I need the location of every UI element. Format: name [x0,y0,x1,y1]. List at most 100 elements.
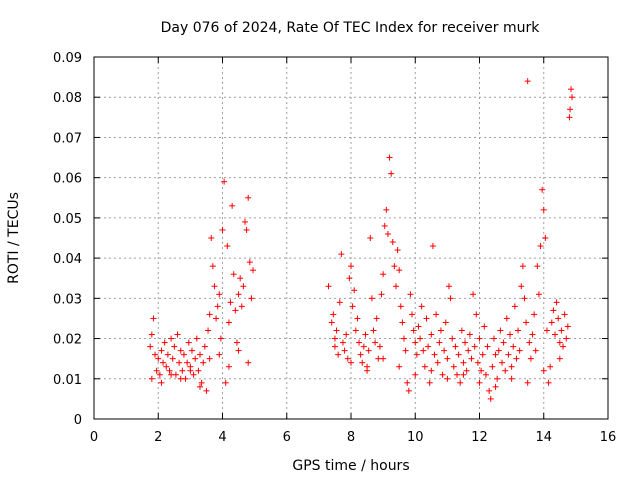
data-point [481,323,488,330]
data-point [168,335,175,342]
data-point [489,363,496,370]
data-point [550,307,557,314]
data-point [558,327,565,334]
data-point [518,283,525,290]
data-point [479,351,486,358]
data-point [505,351,512,358]
data-point [523,319,530,326]
data-point [437,327,444,334]
data-point [219,226,226,233]
data-point [539,186,546,193]
data-point [497,327,504,334]
data-point [470,291,477,298]
data-point [410,327,417,334]
data-point [399,319,406,326]
data-point [396,363,403,370]
data-point [548,319,555,326]
data-point [537,243,544,250]
data-point [415,323,422,330]
data-point [195,367,202,374]
data-point [372,339,379,346]
data-point [179,367,186,374]
data-point [206,311,213,318]
data-point [468,355,475,362]
data-point [158,347,165,354]
data-point [148,331,155,338]
data-point [508,363,515,370]
data-point [561,311,568,318]
data-point [155,355,162,362]
data-point [359,359,366,366]
data-point [160,359,167,366]
data-point [511,303,518,310]
data-point [380,271,387,278]
data-point [474,359,481,366]
data-point [386,154,393,161]
data-point [164,351,171,358]
data-point [494,375,501,382]
data-point [458,327,465,334]
data-point [229,202,236,209]
data-point [486,387,493,394]
data-point [356,339,363,346]
data-point [413,351,420,358]
data-point [388,170,395,177]
data-point [560,343,567,350]
data-point [482,371,489,378]
data-point [495,347,502,354]
data-point [465,347,472,354]
data-point [547,363,554,370]
data-point [177,347,184,354]
data-point [394,247,401,254]
data-point [245,194,252,201]
data-point [336,299,343,306]
data-point [384,230,391,237]
data-point [418,303,425,310]
data-point [208,235,215,241]
data-point [516,347,523,354]
data-point [425,343,432,350]
data-point [471,343,478,350]
data-point [193,335,200,342]
data-point [568,86,575,93]
data-point [543,327,550,334]
data-point [354,315,361,322]
data-point [421,363,428,370]
data-point [214,303,221,310]
data-point [569,94,576,101]
data-point [455,351,462,358]
axis-ticks: 0 2 4 6 8 10 12 14 16 0 0.01 0.02 0.03 0.04 0.05 0.06 0.… [53,51,616,445]
data-point [364,367,371,374]
data-point [463,367,470,374]
y-tick-label: 0.01 [53,373,82,388]
data-point [156,371,163,378]
y-axis-label: ROTI / TECUs [6,192,22,284]
data-point [349,303,356,310]
data-point [222,379,229,386]
data-point [330,311,337,318]
data-point [187,367,194,374]
y-tick-label: 0.06 [53,172,82,187]
chart-title: Day 076 of 2024, Rate Of TEC Index for r… [161,20,541,36]
x-tick-label: 4 [218,430,226,445]
data-point [428,331,435,338]
data-point [381,222,388,229]
data-point [556,339,563,346]
data-point [192,355,199,362]
data-point [225,363,232,370]
data-point [217,335,224,342]
data-point [209,263,216,270]
data-point [526,339,533,346]
data-point [213,315,220,322]
data-point [534,263,541,270]
data-point [524,379,531,386]
data-point [150,315,157,322]
data-point [158,379,165,386]
data-point [360,343,367,350]
data-point [444,375,451,382]
data-point [412,339,419,346]
data-point [368,295,375,302]
data-point [383,206,390,213]
data-point [462,339,469,346]
